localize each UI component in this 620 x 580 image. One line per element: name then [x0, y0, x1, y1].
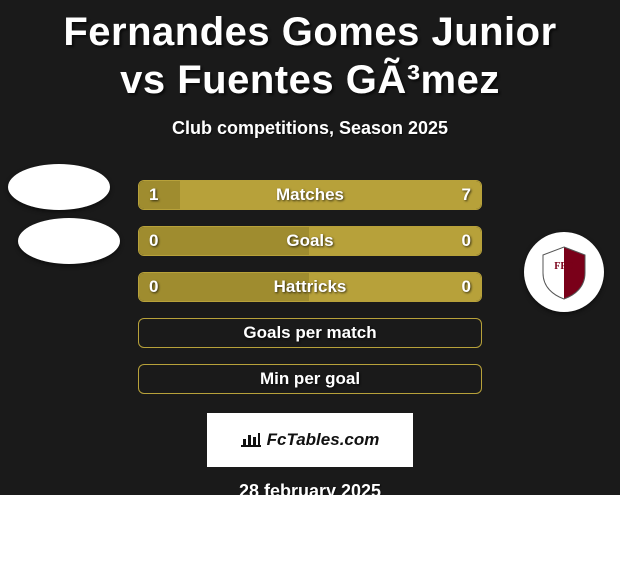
metric-label: Goals per match — [139, 323, 481, 343]
metric-value-left: 1 — [149, 185, 158, 205]
metric-label: Matches — [139, 185, 481, 205]
metric-row: Goals0 0 — [0, 225, 620, 257]
metric-row: Hattricks0 0 — [0, 271, 620, 303]
comparison-panel: Fernandes Gomes Junior vs Fuentes GÃ³mez… — [0, 0, 620, 495]
metric-label: Min per goal — [139, 369, 481, 389]
metric-bar: Goals0 0 — [138, 226, 482, 256]
metric-bar: Goals per match — [138, 318, 482, 348]
brand-name: FcTables.com — [267, 430, 380, 450]
metric-row: Goals per match — [0, 317, 620, 349]
brand-box[interactable]: FcTables.com — [207, 413, 413, 467]
page-title: Fernandes Gomes Junior vs Fuentes GÃ³mez — [0, 0, 620, 104]
subtitle: Club competitions, Season 2025 — [0, 118, 620, 139]
metric-row: Min per goal — [0, 363, 620, 395]
metric-value-left: 0 — [149, 231, 158, 251]
metric-value-right: 7 — [462, 185, 471, 205]
date-label: 28 february 2025 — [0, 481, 620, 495]
metric-value-right: 0 — [462, 277, 471, 297]
metric-value-right: 0 — [462, 231, 471, 251]
metric-label: Hattricks — [139, 277, 481, 297]
metric-value-left: 0 — [149, 277, 158, 297]
metric-bar: Matches1 7 — [138, 180, 482, 210]
footer-white — [0, 495, 620, 580]
metric-label: Goals — [139, 231, 481, 251]
metric-row: Matches1 7 — [0, 179, 620, 211]
metric-rows: Matches17Goals00Hattricks00Goals per mat… — [0, 179, 620, 395]
metric-bar: Min per goal — [138, 364, 482, 394]
bar-chart-icon — [241, 431, 261, 449]
metric-bar: Hattricks0 0 — [138, 272, 482, 302]
